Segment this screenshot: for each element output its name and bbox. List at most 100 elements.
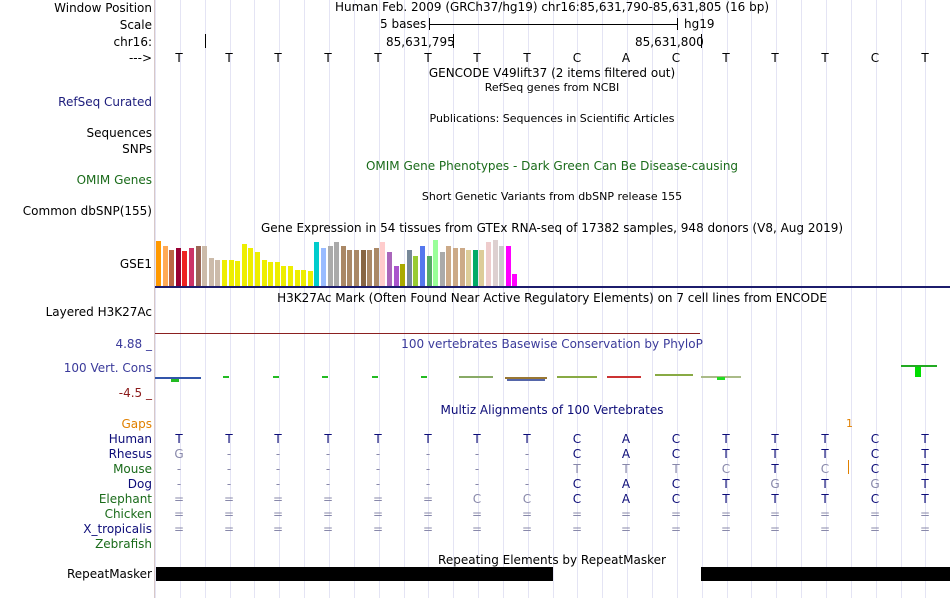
species-label-zebrafish[interactable]: Zebrafish — [95, 537, 152, 551]
species-label-x-tropicalis[interactable]: X_tropicalis — [83, 522, 152, 536]
gse1-tissue-bar[interactable] — [235, 261, 241, 286]
gse1-tissue-bar[interactable] — [367, 250, 373, 286]
gse1-tissue-bar[interactable] — [281, 266, 287, 286]
gse1-tissue-bar[interactable] — [479, 250, 485, 286]
repeat-element[interactable] — [701, 567, 950, 581]
gse1-tissue-bar[interactable] — [255, 252, 260, 286]
gse1-tissue-bar[interactable] — [466, 250, 472, 286]
track-label-gaps[interactable]: Gaps — [121, 417, 152, 431]
alignment-base: - — [474, 462, 480, 476]
gse1-tissue-bar[interactable] — [380, 242, 386, 286]
gse1-tissue-bar[interactable] — [294, 270, 300, 286]
gse1-tissue-bar[interactable] — [162, 246, 168, 286]
gse1-tissue-bar[interactable] — [453, 248, 458, 286]
alignment-base: - — [226, 477, 232, 491]
gse1-tissue-bar[interactable] — [472, 250, 478, 286]
alignment-base: = — [919, 507, 931, 521]
alignment-base: - — [375, 447, 381, 461]
gse1-tissue-bar[interactable] — [307, 271, 313, 286]
sequence-base: C — [671, 51, 681, 65]
gse1-tissue-bar[interactable] — [406, 250, 412, 286]
gse1-tissue-bar[interactable] — [222, 260, 227, 286]
gse1-tissue-bar[interactable] — [334, 242, 340, 286]
gse1-tissue-bar[interactable] — [215, 260, 221, 286]
species-label-chicken[interactable]: Chicken — [104, 507, 152, 521]
gse1-tissue-bar[interactable] — [195, 246, 201, 286]
track-label-omim[interactable]: OMIM Genes — [76, 173, 152, 187]
track-label-snps[interactable]: SNPs — [122, 142, 152, 156]
track-data-area[interactable]: Human Feb. 2009 (GRCh37/hg19) chr16:85,6… — [155, 0, 950, 598]
gse1-tissue-bar[interactable] — [248, 248, 254, 286]
gse1-tissue-bar[interactable] — [446, 246, 452, 286]
gse1-tissue-bar[interactable] — [354, 250, 359, 286]
gse1-tissue-bar[interactable] — [439, 252, 445, 286]
track-label-repeatmasker[interactable]: RepeatMasker — [66, 567, 152, 581]
gse1-tissue-bar[interactable] — [202, 246, 208, 286]
track-label-gse1[interactable]: GSE1 — [119, 257, 152, 271]
gse1-tissue-bar[interactable] — [413, 256, 419, 286]
gse1-tissue-bar[interactable] — [347, 250, 353, 286]
track-label-refseq[interactable]: RefSeq Curated — [58, 95, 152, 109]
alignment-base: - — [474, 477, 480, 491]
gse1-tissue-bar[interactable] — [327, 246, 333, 286]
gse1-tissue-bar[interactable] — [459, 248, 465, 286]
alignment-base: - — [474, 447, 480, 461]
gse1-tissue-bar[interactable] — [360, 250, 366, 286]
alignment-base: C — [522, 492, 532, 506]
gse1-tissue-bar[interactable] — [433, 240, 439, 286]
gse1-tissue-bar[interactable] — [189, 248, 194, 286]
gse1-tissue-bar[interactable] — [241, 244, 247, 286]
alignment-base: = — [322, 492, 334, 506]
h3k27ac-signal-line[interactable] — [155, 333, 700, 334]
species-label-dog[interactable]: Dog — [127, 477, 152, 491]
gse1-tissue-bar[interactable] — [261, 260, 267, 286]
track-label-sequences[interactable]: Sequences — [86, 126, 152, 140]
gse1-tissue-bar[interactable] — [340, 246, 346, 286]
gse1-tissue-bar[interactable] — [420, 246, 425, 286]
gse1-tissue-bar[interactable] — [169, 250, 175, 286]
gse1-tissue-bar[interactable] — [393, 266, 399, 286]
gse1-expression-chart[interactable] — [155, 236, 950, 286]
gse1-tissue-bar[interactable] — [228, 260, 234, 286]
alignment-base: C — [671, 492, 681, 506]
gse1-tissue-bar[interactable] — [486, 242, 491, 286]
gse1-tissue-bar[interactable] — [301, 270, 307, 286]
gse1-tissue-bar[interactable] — [387, 252, 392, 286]
alignment-base: T — [722, 477, 730, 491]
gse1-tissue-bar[interactable] — [373, 248, 379, 286]
species-label-elephant[interactable]: Elephant — [98, 492, 152, 506]
alignment-base: T — [424, 432, 432, 446]
gse1-tissue-bar[interactable] — [492, 240, 498, 286]
gse1-tissue-bar[interactable] — [426, 256, 432, 286]
sequence-base: T — [473, 51, 481, 65]
alignment-base: = — [670, 522, 682, 536]
gse1-tissue-bar[interactable] — [208, 258, 214, 286]
gse1-tissue-bar[interactable] — [268, 262, 274, 286]
sequence-base: C — [572, 51, 582, 65]
gse1-tissue-bar[interactable] — [512, 274, 518, 286]
base-gridline — [627, 0, 628, 598]
scale-label: Scale — [119, 18, 152, 32]
gse1-tissue-bar[interactable] — [505, 246, 511, 286]
gse1-tissue-bar[interactable] — [400, 264, 406, 286]
species-label-rhesus[interactable]: Rhesus — [108, 447, 152, 461]
gse1-tissue-bar[interactable] — [314, 242, 320, 286]
repeat-element[interactable] — [156, 567, 553, 581]
alignment-base: = — [620, 507, 632, 521]
alignment-base: C — [820, 462, 830, 476]
track-label-h3k27ac[interactable]: Layered H3K27Ac — [45, 305, 152, 319]
gse1-tissue-bar[interactable] — [274, 262, 280, 286]
alignment-base: - — [524, 477, 530, 491]
gse1-tissue-bar[interactable] — [182, 251, 188, 286]
gse1-tissue-bar[interactable] — [288, 266, 293, 286]
species-label-human[interactable]: Human — [108, 432, 152, 446]
gse1-tissue-bar[interactable] — [499, 246, 505, 286]
track-label-dbsnp[interactable]: Common dbSNP(155) — [22, 204, 152, 218]
omim-track-title: OMIM Gene Phenotypes - Dark Green Can Be… — [365, 159, 739, 173]
gse1-tissue-bar[interactable] — [321, 248, 326, 286]
species-label-mouse[interactable]: Mouse — [113, 462, 152, 476]
gse1-tissue-bar[interactable] — [175, 248, 181, 286]
sequence-base: T — [771, 51, 779, 65]
track-label-conservation[interactable]: 100 Vert. Cons — [63, 361, 152, 375]
gse1-tissue-bar[interactable] — [156, 241, 161, 286]
